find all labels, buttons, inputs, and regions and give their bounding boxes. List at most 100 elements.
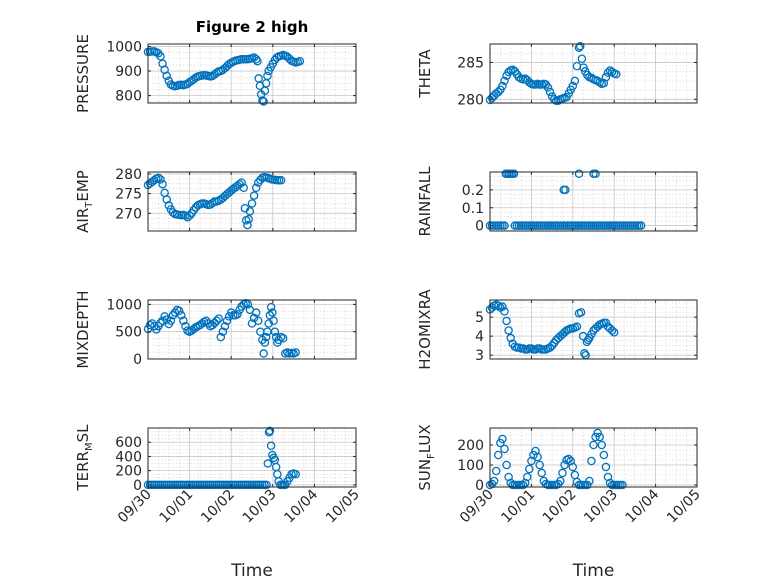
y-tick-label: 270 xyxy=(115,206,142,222)
y-tick-label: 0 xyxy=(475,219,484,235)
data-point xyxy=(498,81,507,91)
data-point xyxy=(509,169,519,179)
x-tick-label: 10/04 xyxy=(623,486,663,526)
y-axis-label: AIRTEMP xyxy=(74,170,95,233)
data-point xyxy=(197,319,207,328)
data-point xyxy=(274,335,283,345)
data-point xyxy=(162,195,171,204)
data-point xyxy=(601,462,611,472)
subplot-pressure: 800 900 1000 PRESSURE Figure 2 high xyxy=(74,18,357,113)
y-tick-label: 0.2 xyxy=(462,183,484,199)
data-point xyxy=(494,87,503,97)
subplot-theta: 280 285 THETA xyxy=(416,41,698,108)
x-tick-label: 10/01 xyxy=(498,487,538,527)
data-point xyxy=(264,319,273,328)
data-point xyxy=(251,54,261,64)
data-point xyxy=(535,460,544,470)
data-point xyxy=(558,468,567,478)
y-tick-label: 800 xyxy=(115,89,142,105)
data-point xyxy=(291,348,300,357)
data-point xyxy=(222,316,232,326)
data-point xyxy=(618,480,627,490)
data-point xyxy=(502,460,511,470)
data-point xyxy=(263,71,272,81)
data-point xyxy=(504,67,513,77)
data-point xyxy=(214,314,223,323)
data-point xyxy=(494,301,503,310)
data-point xyxy=(543,83,553,92)
data-point xyxy=(537,468,547,478)
data-point xyxy=(607,67,617,77)
data-point xyxy=(243,300,253,309)
y-axis-label: MIXDEPTH xyxy=(74,290,92,368)
y-tick-label: 0 xyxy=(475,478,484,494)
y-tick-label: 1000 xyxy=(106,297,142,313)
data-point xyxy=(577,54,587,64)
data-point xyxy=(276,176,286,185)
x-axis-label: Time xyxy=(230,561,273,581)
data-point xyxy=(145,320,155,330)
y-axis-label: SUNFLUX xyxy=(416,424,437,490)
data-point xyxy=(291,469,300,479)
data-point xyxy=(599,450,609,460)
data-point xyxy=(502,316,511,326)
data-point xyxy=(179,316,188,326)
y-axis-label: H2OMIXRA xyxy=(416,289,434,370)
x-tick-label: 10/03 xyxy=(581,487,621,527)
data-point xyxy=(601,72,611,82)
axes-frame xyxy=(147,43,357,104)
data-point xyxy=(149,176,159,185)
data-point xyxy=(278,333,288,343)
x-tick-label: 10/05 xyxy=(664,487,704,527)
data-point xyxy=(265,426,275,436)
data-point xyxy=(564,454,573,464)
data-point xyxy=(174,306,184,316)
axes-frame xyxy=(147,427,357,488)
data-point xyxy=(587,456,596,466)
y-tick-label: 280 xyxy=(115,167,142,183)
data-point xyxy=(595,78,604,87)
data-point xyxy=(561,185,570,195)
data-point xyxy=(259,97,268,106)
figure-title: Figure 2 high xyxy=(196,18,309,36)
y-tick-label: 285 xyxy=(457,55,484,71)
data-point xyxy=(496,438,505,448)
data-point xyxy=(591,432,600,442)
subplot-air-temp: 270 275 280 AIRTEMP xyxy=(74,167,357,233)
subplot-h2omixra: 3 4 5 H2OMIXRA xyxy=(416,289,698,370)
data-point xyxy=(545,343,555,352)
data-point xyxy=(568,462,578,472)
data-point xyxy=(218,327,228,336)
y-tick-label: 280 xyxy=(457,92,484,108)
data-point xyxy=(270,327,280,336)
data-point xyxy=(212,316,221,326)
data-point xyxy=(253,56,262,66)
data-point xyxy=(263,459,273,468)
x-axis-label: Time xyxy=(572,561,615,581)
data-point xyxy=(162,315,171,324)
y-axis-label: THETA xyxy=(416,49,434,99)
data-point xyxy=(162,71,171,81)
data-point xyxy=(233,309,242,319)
y-tick-label: 900 xyxy=(115,64,142,80)
data-point xyxy=(525,464,534,474)
data-point xyxy=(576,41,585,51)
data-point xyxy=(216,332,226,342)
axes-frame xyxy=(489,299,698,360)
data-point xyxy=(489,476,499,486)
data-point xyxy=(585,476,594,486)
data-point xyxy=(220,321,230,331)
data-point xyxy=(514,72,524,82)
y-tick-label: 200 xyxy=(457,438,484,454)
x-tick-label: 10/03 xyxy=(240,487,280,527)
data-point xyxy=(266,302,276,312)
x-tick-label: 10/02 xyxy=(540,487,580,527)
data-point xyxy=(568,81,578,91)
data-point xyxy=(498,434,507,444)
data-point xyxy=(166,316,176,326)
data-point xyxy=(560,460,569,470)
data-point xyxy=(595,432,604,442)
y-tick-label: 275 xyxy=(115,187,142,203)
